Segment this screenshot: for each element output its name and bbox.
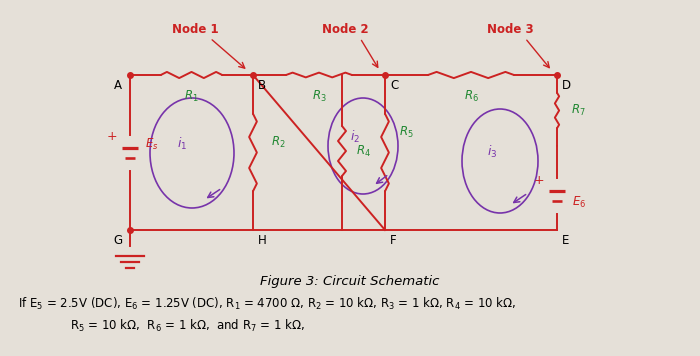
Text: $i_1$: $i_1$ <box>177 136 187 152</box>
Text: $E_6$: $E_6$ <box>572 194 586 210</box>
Text: $R_7$: $R_7$ <box>571 103 586 118</box>
Text: $R_2$: $R_2$ <box>271 135 286 150</box>
Text: H: H <box>258 234 267 247</box>
Text: F: F <box>390 234 397 247</box>
Text: $R_5$: $R_5$ <box>399 125 414 140</box>
Text: $i_3$: $i_3$ <box>486 144 497 160</box>
Text: $R_4$: $R_4$ <box>356 143 371 158</box>
Text: $R_6$: $R_6$ <box>463 89 479 104</box>
Text: +: + <box>533 173 545 187</box>
Text: D: D <box>562 79 571 92</box>
Text: Node 3: Node 3 <box>486 23 533 36</box>
Text: Node 1: Node 1 <box>172 23 218 36</box>
Text: $E_s$: $E_s$ <box>145 137 158 152</box>
Text: Node 2: Node 2 <box>322 23 368 36</box>
Text: B: B <box>258 79 266 92</box>
Text: $R_3$: $R_3$ <box>312 89 326 104</box>
Text: E: E <box>562 234 569 247</box>
Text: A: A <box>114 79 122 92</box>
Text: $R_1$: $R_1$ <box>184 89 199 104</box>
Text: +: + <box>106 130 118 143</box>
Text: Figure 3: Circuit Schematic: Figure 3: Circuit Schematic <box>260 274 440 288</box>
Text: If E$_5$ = 2.5V (DC), E$_6$ = 1.25V (DC), R$_1$ = 4700 $\Omega$, R$_2$ = 10 k$\O: If E$_5$ = 2.5V (DC), E$_6$ = 1.25V (DC)… <box>18 296 516 312</box>
Text: R$_5$ = 10 k$\Omega$,  R$_6$ = 1 k$\Omega$,  and R$_7$ = 1 k$\Omega$,: R$_5$ = 10 k$\Omega$, R$_6$ = 1 k$\Omega… <box>70 318 305 334</box>
Text: G: G <box>113 234 122 247</box>
Text: C: C <box>390 79 398 92</box>
Text: $i_2$: $i_2$ <box>350 129 360 145</box>
